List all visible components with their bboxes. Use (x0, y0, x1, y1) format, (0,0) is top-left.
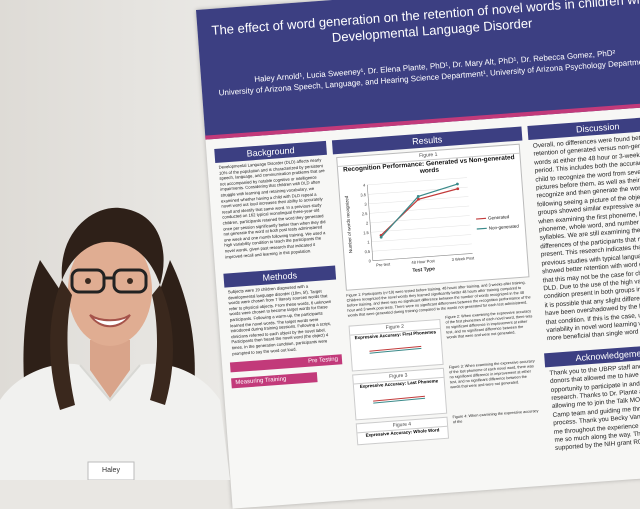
y-tick-label: 0.5 (364, 249, 371, 254)
presenter-photo (0, 207, 230, 480)
research-poster: The effect of word generation on the ret… (196, 0, 640, 509)
figure2-box: Figure 2 Expressive Accuracy: First Phon… (348, 318, 444, 372)
gridline (369, 205, 470, 214)
y-tick-label: 1 (367, 239, 370, 244)
figure4-box: Figure 4 Expressive Accuracy: Whole Word (355, 416, 450, 446)
figure2-plot (369, 345, 422, 354)
legend-label: Non-generated (489, 223, 520, 230)
series-point (417, 197, 420, 201)
name-badge: Haley (102, 467, 120, 474)
series-line-2 (380, 183, 458, 238)
results-column: Results Figure 1 Recognition Performance… (331, 126, 544, 448)
background-text: Developmental Language Disorder (DLD) af… (218, 157, 326, 260)
gridline (372, 243, 472, 252)
series-point (456, 182, 459, 186)
legend-swatch (476, 217, 487, 220)
y-tick-label: 2.5 (362, 211, 369, 216)
x-axis-label: Test Type (412, 266, 435, 274)
figure3-caption: Figure 3: When examining the expressive … (448, 359, 535, 390)
legend-label: Generated (488, 214, 510, 221)
y-tick-label: 2 (366, 220, 369, 225)
y-tick-label: 3 (364, 201, 367, 206)
x-tick-label: 3 Week Post (451, 255, 475, 262)
figure3-plot (373, 395, 426, 404)
recognition-line-chart: 0 0.5 1 1.5 2 2.5 3 3.5 4 Pre-test 48 Hour Post 3 W… (344, 177, 520, 274)
y-tick-label: 0 (368, 258, 371, 263)
discussion-text: Overall, no differences were found betwe… (532, 133, 640, 343)
methods-text: Subjects were 19 children diagnosed with… (227, 283, 332, 356)
x-tick-label: Pre-test (376, 261, 391, 267)
gridline (370, 215, 470, 224)
y-axis (366, 184, 374, 261)
figure1-box: Figure 1 Recognition Performance: Genera… (336, 143, 530, 291)
left-column: Background Developmental Language Disord… (214, 140, 343, 389)
gridline (367, 177, 468, 186)
y-tick-label: 1.5 (363, 230, 370, 235)
figure3-box: Figure 3 Expressive Accuracy: Last Phone… (352, 367, 448, 421)
poster-title: The effect of word generation on the ret… (211, 0, 640, 46)
legend-swatch (476, 227, 487, 230)
y-tick-label: 3.5 (360, 192, 367, 197)
poster-header: The effect of word generation on the ret… (196, 0, 640, 140)
series-point (379, 235, 383, 239)
poster-authors: Haley Arnold¹, Lucia Sweeney¹, Dr. Elena… (215, 45, 640, 99)
measuring-training-banner: Measuring Training (231, 372, 318, 389)
gridline (371, 234, 472, 243)
x-tick-label: 48 Hour Post (411, 258, 436, 265)
series-point (456, 187, 460, 191)
y-tick-label: 4 (363, 183, 366, 188)
gridline (367, 186, 468, 195)
figure2-caption: Figure 2: When examining the expressive … (445, 309, 533, 340)
series-point (416, 195, 420, 198)
right-column: Discussion Overall, no differences were … (527, 115, 640, 457)
x-axis (372, 253, 473, 262)
y-axis-label: Number of words recognized (344, 195, 353, 253)
acknowledgements-text: Thank you to the UBRP staff and the UBRP… (549, 361, 640, 453)
